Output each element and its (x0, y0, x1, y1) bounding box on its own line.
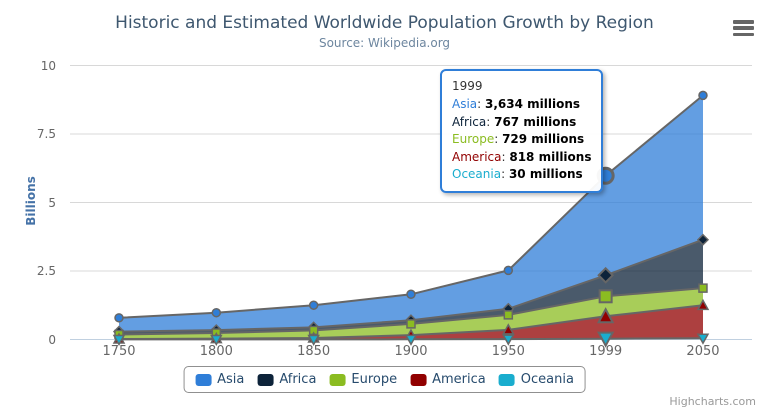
legend-label: America (432, 372, 486, 387)
legend: Asia Africa Europe America Oceania (183, 366, 586, 393)
hamburger-icon (733, 20, 754, 24)
marker-america-1999[interactable] (596, 307, 615, 324)
tooltip-row-africa: Africa: 767 millions (452, 114, 577, 129)
tooltip-header: 1999 (452, 79, 483, 93)
tooltip-series-value: 729 millions (502, 132, 585, 146)
marker-oceania-1950[interactable] (502, 334, 515, 346)
tooltip-rows: Asia: 3,634 millions Africa: 767 millions… (452, 96, 591, 184)
legend-label: Asia (217, 372, 245, 387)
marker-europe-2050[interactable] (698, 283, 708, 293)
legend-swatch-icon (195, 373, 212, 386)
marker-oceania-1850[interactable] (307, 334, 320, 346)
tooltip-series-value: 767 millions (494, 114, 577, 129)
y-axis-label: 10 (40, 58, 56, 73)
tooltip-series-value: 30 millions (508, 167, 583, 181)
marker-africa-1999[interactable] (597, 266, 615, 284)
x-axis-label: 1950 (491, 344, 525, 359)
series-area-asia[interactable] (119, 95, 703, 332)
legend-label: Europe (351, 372, 398, 387)
tooltip-series-name: Europe (452, 132, 495, 146)
marker-oceania-1900[interactable] (404, 334, 418, 346)
marker-asia-2050[interactable] (698, 90, 708, 101)
marker-europe-1999[interactable] (598, 289, 613, 304)
marker-africa-2050[interactable] (696, 233, 710, 246)
marker-oceania-2050[interactable] (696, 333, 710, 345)
tooltip-row-europe: Europe: 729 millions (452, 132, 585, 146)
marker-oceania-1800[interactable] (210, 334, 223, 346)
marker-asia-1750[interactable] (114, 313, 124, 323)
credits-link[interactable]: Highcharts.com (669, 395, 756, 408)
marker-oceania-1999[interactable] (596, 331, 615, 348)
hamburger-icon (733, 26, 754, 30)
legend-label: Africa (279, 372, 317, 387)
y-axis-label: 0 (48, 332, 56, 347)
y-axis-label: 7.5 (36, 127, 56, 141)
marker-asia-1900[interactable] (406, 289, 416, 300)
legend-item-oceania[interactable]: Oceania (498, 372, 574, 387)
marker-america-2050[interactable] (696, 298, 710, 311)
marker-europe-1950[interactable] (503, 310, 514, 320)
x-axis-label: 1999 (589, 344, 623, 359)
tooltip-series-name: Asia (452, 97, 478, 111)
legend-swatch-icon (329, 373, 346, 386)
marker-europe-1900[interactable] (406, 319, 416, 329)
tooltip-series-name: Africa (452, 114, 487, 129)
x-axis-label: 1900 (394, 344, 428, 359)
series-area-america[interactable] (119, 305, 703, 340)
tooltip-row-oceania: Oceania: 30 millions (452, 167, 583, 181)
x-axis-label: 1800 (199, 344, 233, 359)
legend-swatch-icon (498, 373, 515, 386)
series-area-africa[interactable] (119, 239, 703, 335)
x-axis-label: 2050 (686, 344, 720, 359)
marker-oceania-1750[interactable] (112, 334, 126, 346)
chart-title: Historic and Estimated Worldwide Populat… (115, 13, 654, 33)
tooltip-row-america: America: 818 millions (452, 149, 592, 164)
tooltip-series-name: Oceania (452, 167, 502, 181)
y-axis-label: 5 (48, 195, 56, 210)
legend-swatch-icon (410, 373, 427, 386)
legend-swatch-icon (257, 373, 274, 386)
marker-asia-1800[interactable] (211, 307, 222, 318)
tooltip-series-value: 3,634 millions (485, 97, 581, 111)
tooltip-series-value: 818 millions (509, 149, 592, 164)
legend-label: Oceania (520, 372, 574, 387)
x-axis-label: 1750 (102, 344, 136, 359)
marker-asia-1950[interactable] (503, 265, 514, 276)
legend-item-asia[interactable]: Asia (195, 372, 244, 387)
hamburger-icon (733, 32, 754, 36)
legend-item-africa[interactable]: Africa (257, 372, 316, 387)
tooltip: 1999 Asia: 3,634 millions Africa: 767 mil… (440, 69, 604, 193)
marker-asia-1850[interactable] (308, 300, 319, 310)
marker-america-1950[interactable] (502, 323, 515, 335)
tooltip-row-asia: Asia: 3,634 millions (452, 97, 581, 111)
x-axis-label: 1850 (297, 344, 331, 359)
y-axis-label: 2.5 (36, 264, 56, 278)
context-menu-button[interactable] (733, 20, 754, 36)
tooltip-series-name: America (452, 149, 502, 164)
chart-subtitle: Source: Wikipedia.org (318, 36, 451, 50)
legend-item-america[interactable]: America (410, 372, 486, 387)
legend-item-europe[interactable]: Europe (329, 372, 397, 387)
